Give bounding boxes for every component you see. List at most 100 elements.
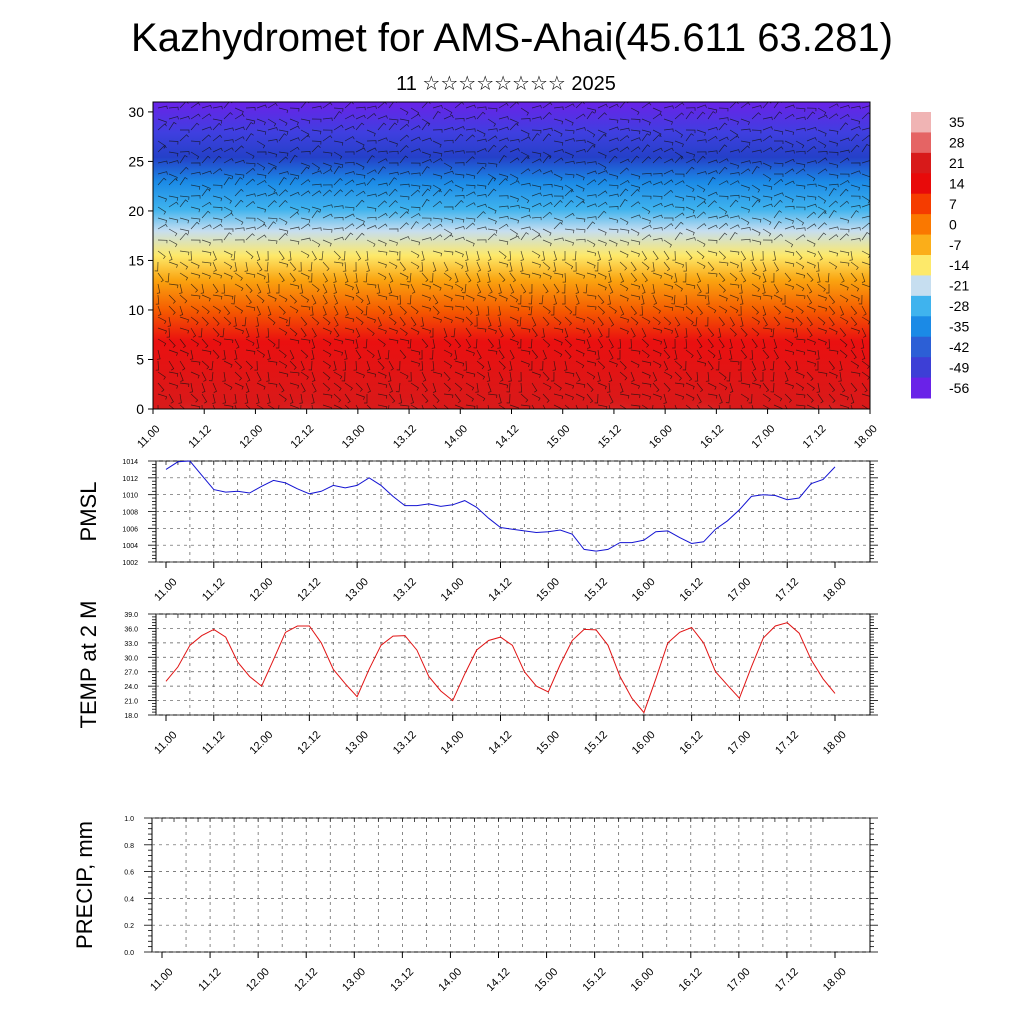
precip-xtick-label: 16.00 — [629, 966, 657, 994]
precip-xtick-label: 15.00 — [532, 966, 560, 994]
colorbar-swatch — [911, 112, 931, 133]
section-xtick-label: 11.00 — [135, 423, 162, 450]
section-xtick-label: 15.12 — [596, 423, 624, 451]
section-ytick-label: 5 — [136, 351, 144, 367]
section-xtick-label: 12.00 — [237, 423, 265, 451]
precip-ytick-label: 1.0 — [124, 816, 134, 823]
precip-xtick-label: 14.12 — [484, 966, 512, 994]
warm-core-0 — [153, 347, 250, 409]
section-xtick-label: 11.12 — [186, 423, 213, 450]
chart-subtitle: 11 ☆☆☆☆☆☆☆☆ 2025 — [396, 73, 616, 95]
precip-xtick-label: 17.12 — [773, 966, 801, 994]
temp-ytick-label: 39.0 — [124, 612, 138, 619]
warm-core-1 — [250, 347, 360, 409]
colorbar-swatch — [911, 173, 931, 195]
section-xtick-label: 18.00 — [852, 423, 880, 451]
colorbar-label: 0 — [949, 216, 957, 232]
precip-xtick-label: 12.12 — [292, 966, 320, 994]
colorbar-label: -42 — [949, 339, 969, 355]
pmsl-xtick-label: 12.00 — [247, 576, 275, 604]
precip-ylabel: PRECIP, mm — [72, 821, 97, 949]
temp-ytick-label: 30.0 — [124, 655, 138, 662]
colorbar-swatch — [911, 316, 931, 338]
precip-grid — [152, 817, 870, 953]
pmsl-xtick-label: 15.00 — [534, 576, 562, 604]
temp-xtick-label: 11.00 — [152, 729, 179, 756]
temp-ylabel: TEMP at 2 M — [76, 601, 101, 729]
chart-title: Kazhydromet for AMS-Ahai(45.611 63.281) — [131, 16, 893, 60]
colorbar-swatch — [911, 234, 931, 256]
temp-xtick-label: 18.00 — [821, 729, 849, 757]
temp-xtick-label: 17.12 — [773, 729, 801, 757]
colorbar-swatch — [911, 193, 931, 215]
precip-xtick-label: 14.00 — [436, 966, 464, 994]
pmsl-xtick-label: 11.12 — [200, 576, 227, 603]
pmsl-xtick-label: 13.00 — [343, 576, 371, 604]
colorbar-swatch — [911, 152, 931, 174]
temp-xtick-label: 11.12 — [200, 729, 227, 756]
colorbar-swatch — [911, 295, 931, 317]
temp-xtick-label: 15.12 — [582, 729, 610, 757]
temp-xtick-label: 12.12 — [295, 729, 323, 757]
section-xtick-label: 16.12 — [698, 423, 726, 451]
precip-xtick-label: 17.00 — [725, 966, 753, 994]
temp-ytick-label: 21.0 — [124, 699, 138, 706]
pmsl-xtick-label: 15.12 — [582, 576, 610, 604]
precip-ytick-label: 0.6 — [124, 870, 134, 877]
temp-xtick-label: 12.00 — [247, 729, 275, 757]
colorbar-label: 21 — [949, 155, 965, 171]
precip-xtick-label: 18.00 — [821, 966, 849, 994]
section-xtick-label: 15.00 — [545, 423, 573, 451]
temp-ytick-label: 36.0 — [124, 626, 138, 633]
colorbar-label: -28 — [949, 298, 969, 314]
section-ytick-label: 25 — [128, 153, 144, 169]
temp-xtick-label: 17.00 — [725, 729, 753, 757]
section-xtick-label: 13.12 — [391, 423, 419, 451]
colorbar-label: 35 — [949, 114, 965, 130]
precip-xtick-label: 15.12 — [581, 966, 609, 994]
pmsl-minor-ticks — [148, 460, 878, 563]
colorbar-label: -7 — [949, 237, 962, 253]
colorbar-label: 14 — [949, 176, 965, 192]
colorbar-swatch — [911, 255, 931, 276]
pmsl-ytick-label: 1006 — [122, 526, 138, 533]
temp-xtick-label: 13.00 — [343, 729, 371, 757]
pmsl-xtick-label: 16.12 — [678, 576, 706, 604]
wind-barbs — [154, 102, 870, 409]
precip-ytick-label: 0.4 — [124, 896, 134, 903]
temp-ytick-label: 33.0 — [124, 641, 138, 648]
warm-core-4 — [650, 347, 760, 409]
precip-ytick-label: 0.2 — [124, 923, 134, 930]
section-field — [153, 102, 870, 409]
precip-xtick-label: 16.12 — [677, 966, 705, 994]
colorbar-swatch — [911, 214, 931, 236]
colorbar-label: -35 — [949, 319, 969, 335]
precip-ytick-label: 0.8 — [124, 843, 134, 850]
section-ytick-label: 10 — [128, 302, 144, 318]
pmsl-ytick-label: 1010 — [122, 493, 138, 500]
pmsl-xtick-label: 18.00 — [821, 576, 849, 604]
precip-xtick-label: 11.12 — [196, 966, 223, 993]
section-xtick-label: 14.00 — [442, 423, 470, 451]
colorbar-swatch — [911, 275, 931, 297]
section-xtick-label: 14.12 — [493, 423, 521, 451]
pmsl-xtick-label: 13.12 — [391, 576, 419, 604]
precip-minor-ticks — [144, 817, 878, 953]
temp-frame — [155, 613, 871, 716]
pmsl-grid — [156, 460, 870, 563]
temp-xtick-label: 16.12 — [678, 729, 706, 757]
pmsl-series-line — [165, 460, 836, 552]
pmsl-ytick-label: 1012 — [122, 476, 138, 483]
colorbar-label: -14 — [949, 257, 969, 273]
colorbar-swatch — [911, 377, 931, 399]
temp-minor-ticks — [148, 613, 878, 716]
section-ytick-label: 15 — [128, 252, 144, 268]
pmsl-ylabel: PMSL — [76, 482, 101, 542]
colorbar-label: -21 — [949, 278, 969, 294]
pmsl-xtick-label: 11.00 — [152, 576, 179, 603]
temp-ytick-label: 27.0 — [124, 670, 138, 677]
temp-ytick-label: 24.0 — [124, 684, 138, 691]
temp-ytick-label: 18.0 — [124, 713, 138, 720]
pmsl-ytick-label: 1004 — [122, 543, 138, 550]
